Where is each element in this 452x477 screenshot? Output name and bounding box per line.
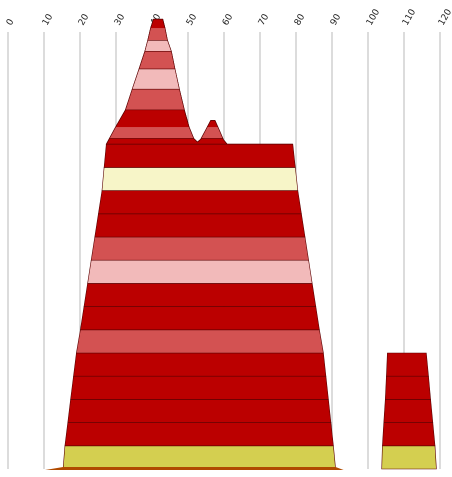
stack-layer <box>73 352 327 377</box>
x-tick-label: 110 <box>401 7 418 27</box>
stack-layer <box>62 445 336 470</box>
stack-layer <box>382 422 436 447</box>
x-tick-label: 80 <box>293 12 308 27</box>
peak-band <box>106 28 293 41</box>
stack-layer <box>101 167 299 191</box>
stack-layer <box>67 399 332 423</box>
x-tick-label: 10 <box>41 12 56 27</box>
x-tick-label: 60 <box>221 12 236 27</box>
peak-band <box>106 51 293 69</box>
x-tick-label: 70 <box>257 12 272 27</box>
stack-layer <box>94 213 306 238</box>
x-tick-label: 90 <box>329 12 344 27</box>
stack-layer <box>384 375 431 400</box>
stacked-shapes <box>62 18 437 470</box>
stack-layer <box>87 259 313 284</box>
stack-layer <box>381 445 437 470</box>
stack-layer <box>386 352 429 377</box>
peak-area <box>105 18 293 145</box>
stack-layer <box>76 329 324 354</box>
peak-outline <box>105 18 293 145</box>
stack-layer <box>80 306 320 331</box>
x-tick-label: 100 <box>365 7 382 27</box>
peak-band <box>106 89 293 110</box>
stack-layer <box>103 143 296 168</box>
baseline <box>45 467 344 470</box>
stack-layer <box>98 190 302 215</box>
peak-band <box>106 40 293 52</box>
stack-layer <box>83 283 317 307</box>
baseline-wedge <box>45 467 344 470</box>
x-tick-label: 120 <box>437 7 452 27</box>
peak-band <box>106 68 293 90</box>
stack-layer <box>90 236 309 261</box>
x-tick-labels: 0102030405060708090100110120 <box>5 7 452 27</box>
x-tick-label: 30 <box>113 12 128 27</box>
stack-layer <box>64 422 334 447</box>
peak-band <box>106 127 293 139</box>
x-tick-label: 20 <box>77 12 92 27</box>
stack-layer <box>383 399 434 423</box>
x-tick-label: 50 <box>185 12 200 27</box>
x-tick-label: 0 <box>5 17 17 27</box>
stack-layer <box>70 375 329 400</box>
